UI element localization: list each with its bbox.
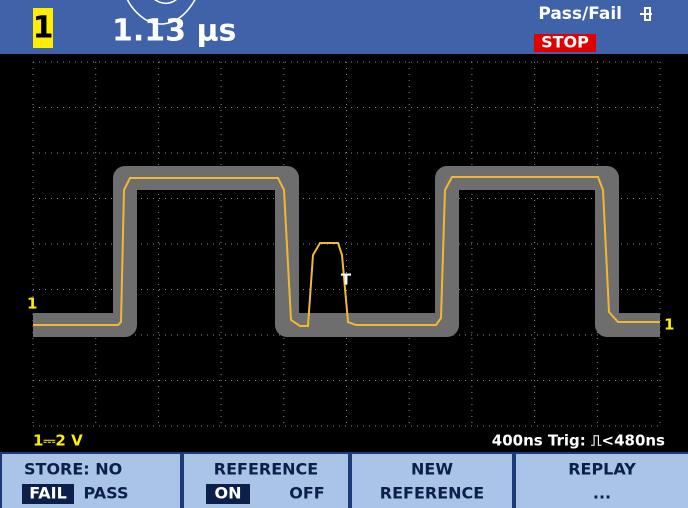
timebase-label: 400ns Trig: ⎍<480ns xyxy=(492,432,665,450)
waveform xyxy=(33,176,660,327)
option-selected: FAIL xyxy=(29,484,67,503)
selected-option xyxy=(22,484,74,504)
softkey-3[interactable]: NEW REFERENCE xyxy=(352,454,512,508)
softkey-bottom: REFERENCE xyxy=(380,484,484,503)
stop-badge xyxy=(534,34,596,52)
softkey-top: STORE: NO xyxy=(24,460,122,479)
state-label: STOP xyxy=(541,33,589,52)
plug-icon xyxy=(640,7,652,21)
softkey-bottom: ... xyxy=(593,484,611,503)
softkey-top: NEW xyxy=(411,460,453,479)
right-marker: 1 xyxy=(664,316,674,334)
softkey-top: REPLAY xyxy=(568,460,636,479)
softkey-4[interactable]: REPLAY ... xyxy=(516,454,688,508)
option: OFF xyxy=(289,484,324,503)
option-selected: ON xyxy=(215,484,242,503)
softkey-1[interactable]: STORE: NO FAIL PASS xyxy=(2,454,180,508)
left-marker: 1 xyxy=(27,295,37,313)
softkey-bg xyxy=(352,454,512,508)
scale-label: 1⎓2 V xyxy=(33,432,83,450)
grid xyxy=(32,61,661,427)
softkey-bg xyxy=(516,454,688,508)
selected-option xyxy=(206,484,250,504)
option: PASS xyxy=(84,484,129,503)
trigger-marker: T xyxy=(341,271,352,289)
mode-label: Pass/Fail xyxy=(538,4,622,24)
channel-box xyxy=(33,8,53,48)
softkey-2[interactable]: REFERENCE ON OFF xyxy=(184,454,348,508)
channel-label: 1 xyxy=(33,11,54,46)
softkey-top: REFERENCE xyxy=(214,460,318,479)
reading: 1.13 µs xyxy=(112,14,236,49)
